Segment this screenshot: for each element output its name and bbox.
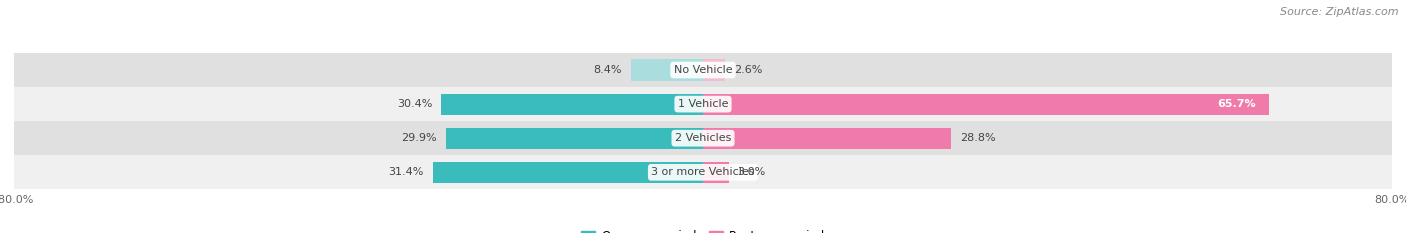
Legend: Owner-occupied, Renter-occupied: Owner-occupied, Renter-occupied [576, 226, 830, 233]
Bar [446, 128, 703, 149]
Bar [703, 93, 1268, 115]
Bar [14, 87, 1392, 121]
Text: 8.4%: 8.4% [593, 65, 621, 75]
Bar [703, 162, 728, 183]
Text: 1 Vehicle: 1 Vehicle [678, 99, 728, 109]
Bar [14, 121, 1392, 155]
Bar [703, 59, 725, 81]
Text: 3.0%: 3.0% [738, 167, 766, 177]
Text: 3 or more Vehicles: 3 or more Vehicles [651, 167, 755, 177]
Text: Source: ZipAtlas.com: Source: ZipAtlas.com [1281, 7, 1399, 17]
Bar [441, 93, 703, 115]
Text: 31.4%: 31.4% [388, 167, 425, 177]
Bar [14, 155, 1392, 189]
Bar [433, 162, 703, 183]
Bar [631, 59, 703, 81]
Text: 2.6%: 2.6% [734, 65, 762, 75]
Text: No Vehicle: No Vehicle [673, 65, 733, 75]
Bar [14, 53, 1392, 87]
Text: 65.7%: 65.7% [1218, 99, 1256, 109]
Bar [703, 128, 950, 149]
Text: 28.8%: 28.8% [960, 133, 995, 143]
Text: 2 Vehicles: 2 Vehicles [675, 133, 731, 143]
Text: 30.4%: 30.4% [398, 99, 433, 109]
Text: 29.9%: 29.9% [401, 133, 437, 143]
